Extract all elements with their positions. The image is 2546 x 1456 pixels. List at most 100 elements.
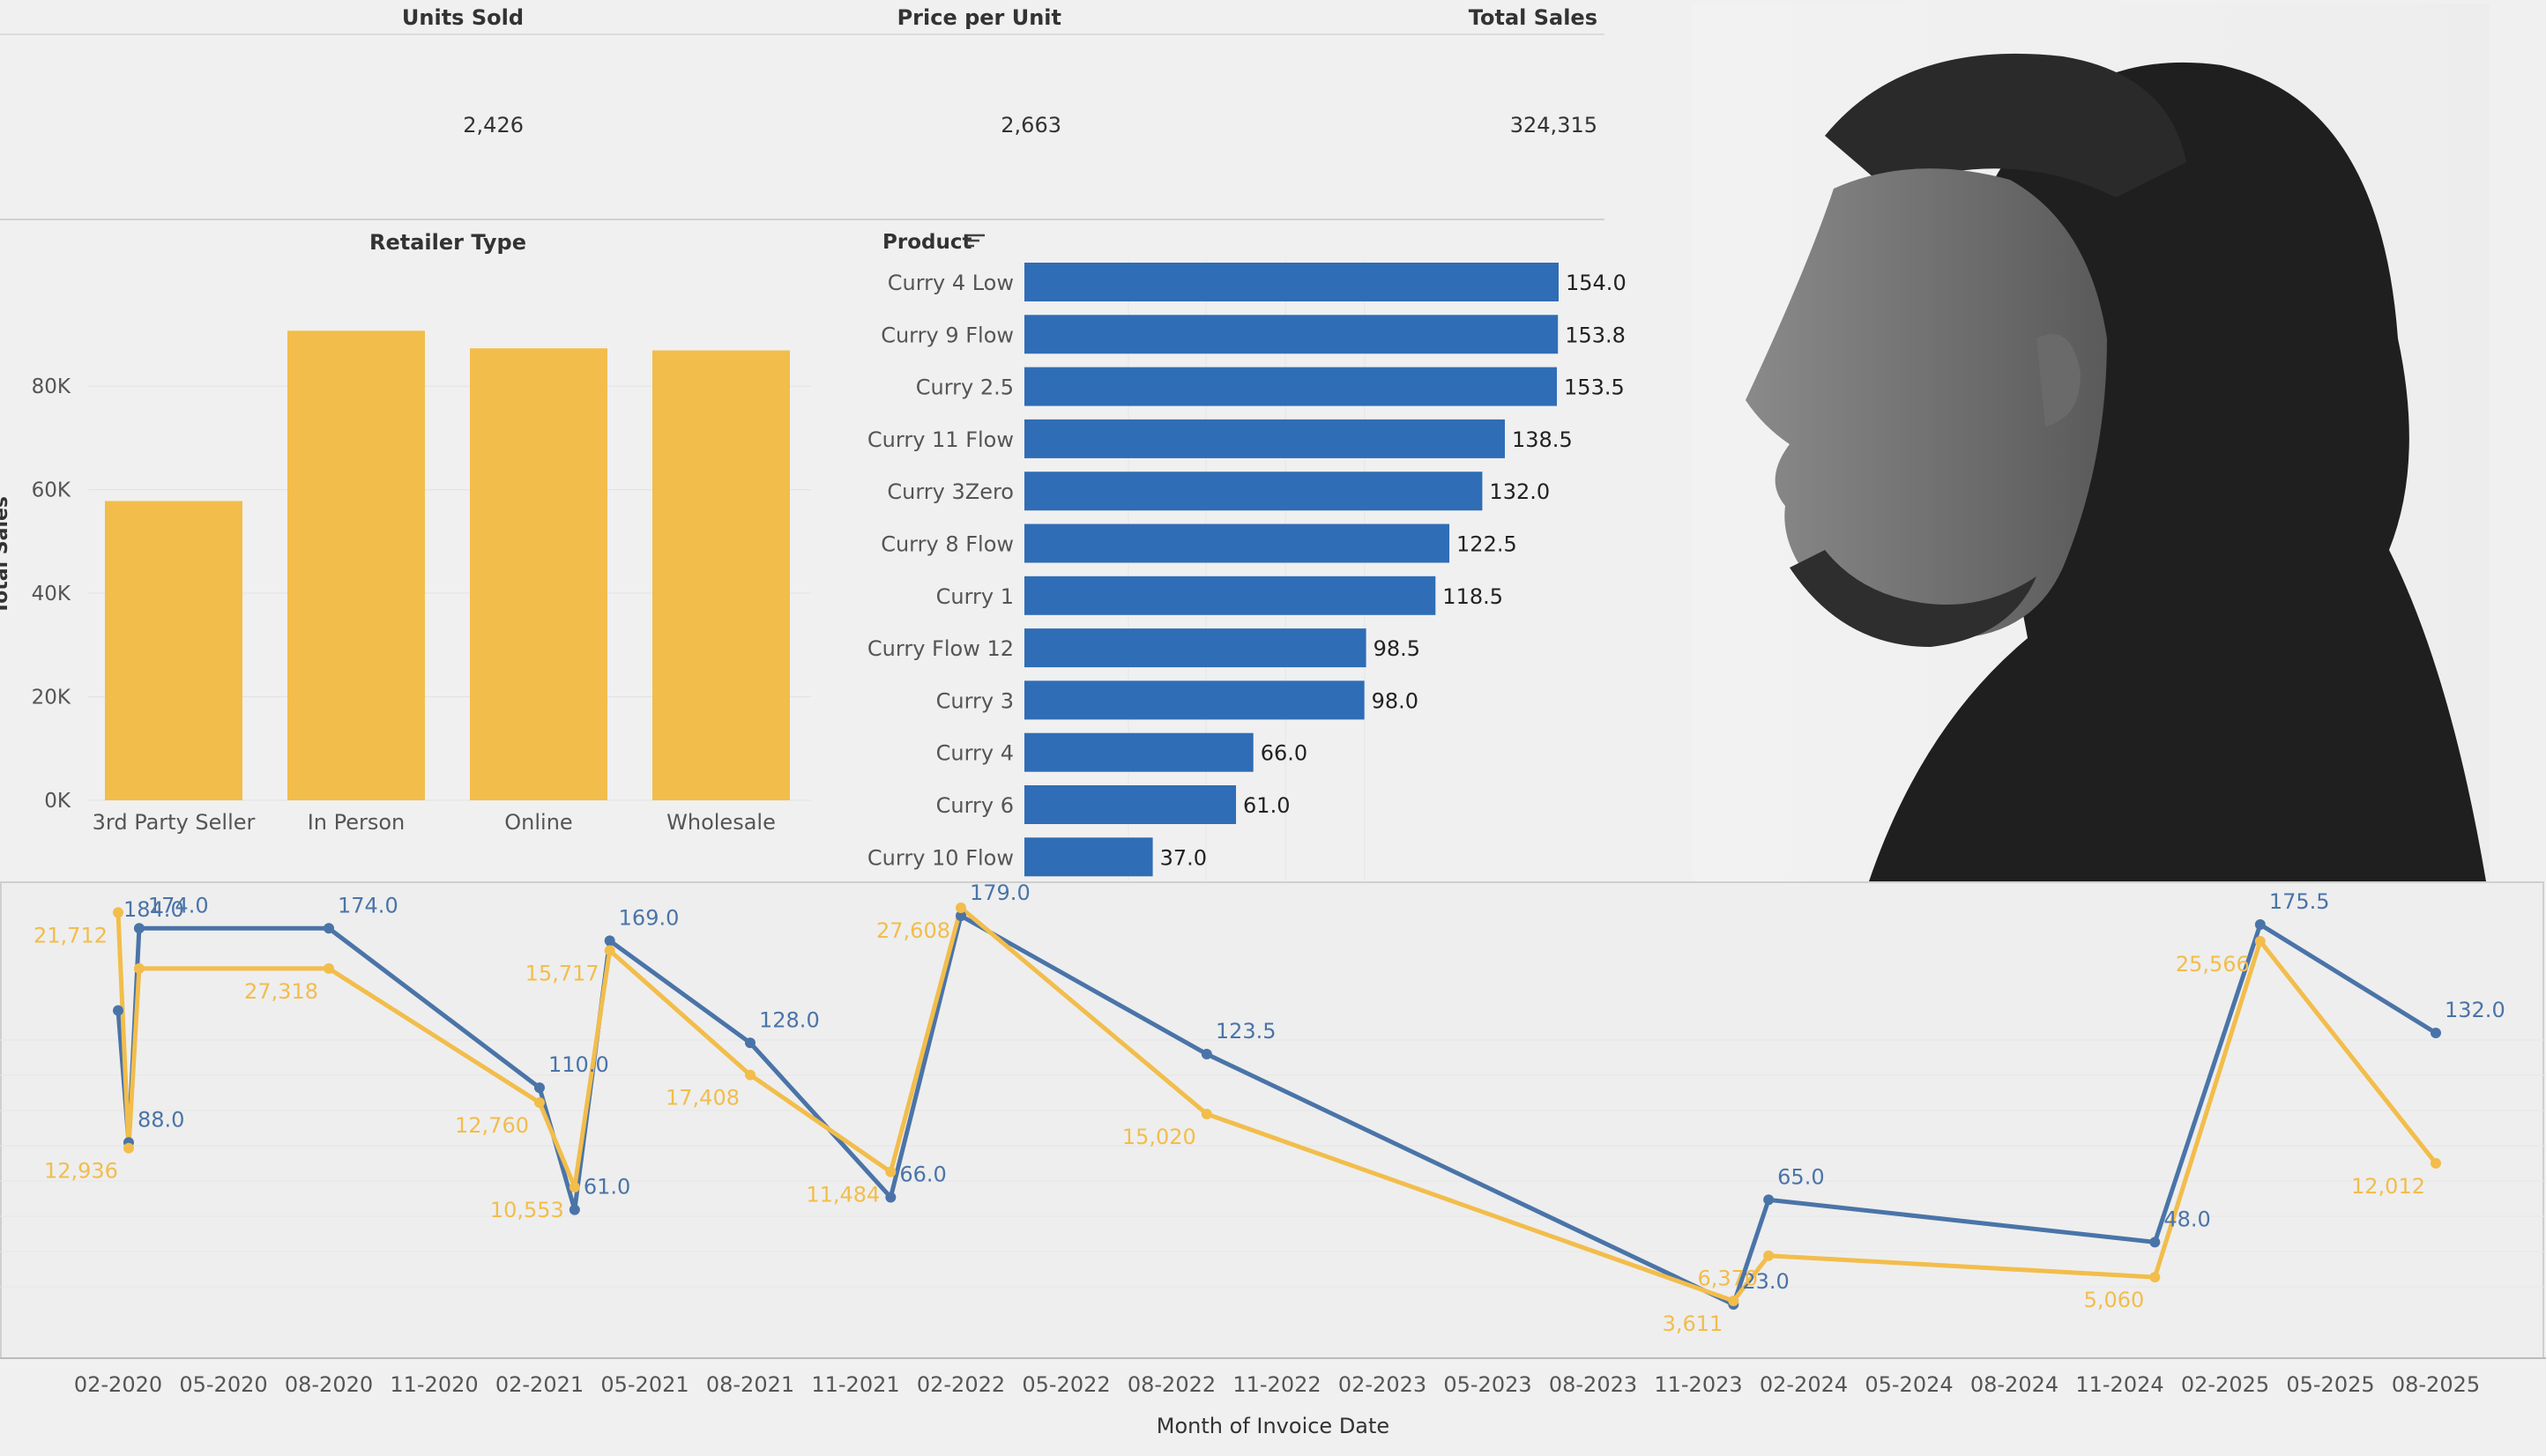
sales-data-label: 27,318 <box>244 979 318 1004</box>
product-category-label: Curry 2.5 <box>916 375 1014 400</box>
retailer-type-chart: Retailer Type 0K 20K 40K 60K 80K Total Sales 3r… <box>0 230 811 835</box>
units-data-label: 175.5 <box>2269 889 2330 914</box>
line-xtick-label: 08-2020 <box>285 1372 373 1397</box>
sales-point <box>1201 1108 1212 1119</box>
product-bar <box>1024 576 1436 615</box>
units-point <box>133 923 145 934</box>
sales-data-label: 15,020 <box>1122 1125 1196 1149</box>
units-data-label: 174.0 <box>338 893 398 917</box>
retailer-ytick-label: 20K <box>32 687 71 709</box>
line-xtick-label: 02-2021 <box>495 1372 584 1397</box>
sales-point <box>885 1166 897 1177</box>
units-data-label: 65.0 <box>1777 1164 1824 1189</box>
line-xtick-label: 02-2025 <box>2181 1372 2269 1397</box>
sales-point <box>1763 1250 1775 1261</box>
sales-data-label: 15,717 <box>525 961 599 985</box>
line-xtick-label: 05-2025 <box>2286 1372 2374 1397</box>
sales-data-label: 17,408 <box>666 1086 740 1111</box>
sales-point <box>745 1069 756 1081</box>
portrait-photo <box>1693 4 2490 881</box>
retailer-ytick-label: 80K <box>32 375 71 398</box>
product-bar <box>1024 680 1365 720</box>
product-category-label: Curry 1 <box>936 584 1014 609</box>
units-data-label: 66.0 <box>899 1162 946 1186</box>
product-value-label: 153.8 <box>1565 323 1626 347</box>
product-value-label: 122.5 <box>1456 532 1517 557</box>
units-sold-value: 2,426 <box>463 113 524 137</box>
units-data-label: 88.0 <box>138 1107 184 1132</box>
retailer-bar <box>652 350 790 800</box>
line-xtick-label: 05-2024 <box>1865 1372 1953 1397</box>
sort-icon <box>967 234 985 248</box>
sales-data-label: 12,012 <box>2351 1174 2425 1199</box>
retailer-category-label: 3rd Party Seller <box>93 810 256 835</box>
sales-data-label: 21,712 <box>34 923 108 947</box>
line-xtick-label: 02-2023 <box>1338 1372 1426 1397</box>
product-category-label: Curry 3Zero <box>887 479 1014 504</box>
kpi-panel: Units Sold Price per Unit Total Sales 2,… <box>0 0 1604 220</box>
product-value-label: 37.0 <box>1160 845 1207 870</box>
line-xtick-label: 11-2021 <box>811 1372 899 1397</box>
sales-data-label: 5,060 <box>2084 1288 2145 1312</box>
line-xtick-label: 08-2022 <box>1128 1372 1216 1397</box>
units-data-label: 123.5 <box>1216 1019 1277 1044</box>
product-bar <box>1024 785 1237 824</box>
product-value-label: 61.0 <box>1243 793 1290 818</box>
line-xtick-label: 05-2020 <box>179 1372 267 1397</box>
units-point <box>534 1082 545 1094</box>
line-xtick-label: 08-2024 <box>1970 1372 2058 1397</box>
sales-point <box>1728 1296 1739 1306</box>
retailer-category-label: In Person <box>308 810 406 835</box>
retailer-bar <box>105 501 242 800</box>
product-value-label: 98.5 <box>1374 636 1420 661</box>
sales-data-label: 6,370 <box>1697 1267 1758 1291</box>
line-xtick-label: 08-2023 <box>1549 1372 1637 1397</box>
units-data-label: 48.0 <box>2163 1207 2210 1231</box>
units-point <box>2431 1027 2441 1038</box>
units-point <box>1763 1194 1775 1206</box>
product-bar <box>1024 628 1366 668</box>
sales-point <box>2431 1157 2441 1169</box>
units-point <box>569 1204 580 1215</box>
product-bar <box>1024 263 1559 301</box>
product-value-label: 154.0 <box>1566 271 1627 295</box>
product-category-label: Curry 4 <box>936 741 1014 766</box>
sales-data-label: 27,608 <box>876 918 950 943</box>
product-value-label: 153.5 <box>1564 375 1625 400</box>
product-category-label: Curry 3 <box>936 688 1014 713</box>
line-xlabel: Month of Invoice Date <box>1157 1414 1389 1438</box>
line-xtick-label: 02-2020 <box>74 1372 162 1397</box>
product-bar <box>1024 472 1483 511</box>
retailer-ytick-label: 0K <box>44 790 71 813</box>
units-point <box>1201 1048 1212 1059</box>
line-xtick-label: 02-2024 <box>1760 1372 1848 1397</box>
sales-data-label: 12,760 <box>455 1113 529 1138</box>
product-bar <box>1024 315 1559 354</box>
line-xtick-label: 05-2023 <box>1443 1372 1531 1397</box>
sales-data-label: 25,566 <box>2176 952 2250 977</box>
retailer-bar <box>287 331 425 800</box>
units-point <box>2254 919 2266 931</box>
units-point <box>324 923 334 934</box>
product-category-label: Curry Flow 12 <box>867 636 1014 661</box>
sales-point <box>569 1181 580 1192</box>
product-bar <box>1024 367 1558 406</box>
price-per-unit-header: Price per Unit <box>897 5 1061 30</box>
retailer-ytick-label: 40K <box>32 583 71 605</box>
sales-point <box>2149 1272 2161 1283</box>
units-sold-header: Units Sold <box>401 5 524 30</box>
units-data-label: 128.0 <box>759 1007 820 1032</box>
product-value-label: 132.0 <box>1489 479 1550 504</box>
product-value-label: 138.5 <box>1512 427 1573 452</box>
units-point <box>2149 1237 2161 1248</box>
product-value-label: 66.0 <box>1261 741 1307 766</box>
line-xtick-label: 08-2021 <box>706 1372 794 1397</box>
units-point <box>885 1192 897 1203</box>
sales-line <box>115 905 2438 1304</box>
units-data-label: 184.0 <box>123 897 184 922</box>
line-xtick-label: 11-2023 <box>1654 1372 1742 1397</box>
product-chart-title: Product <box>882 231 972 254</box>
units-data-label: 110.0 <box>548 1052 609 1077</box>
units-data-label: 132.0 <box>2445 998 2505 1022</box>
units-data-label: 61.0 <box>584 1175 630 1200</box>
